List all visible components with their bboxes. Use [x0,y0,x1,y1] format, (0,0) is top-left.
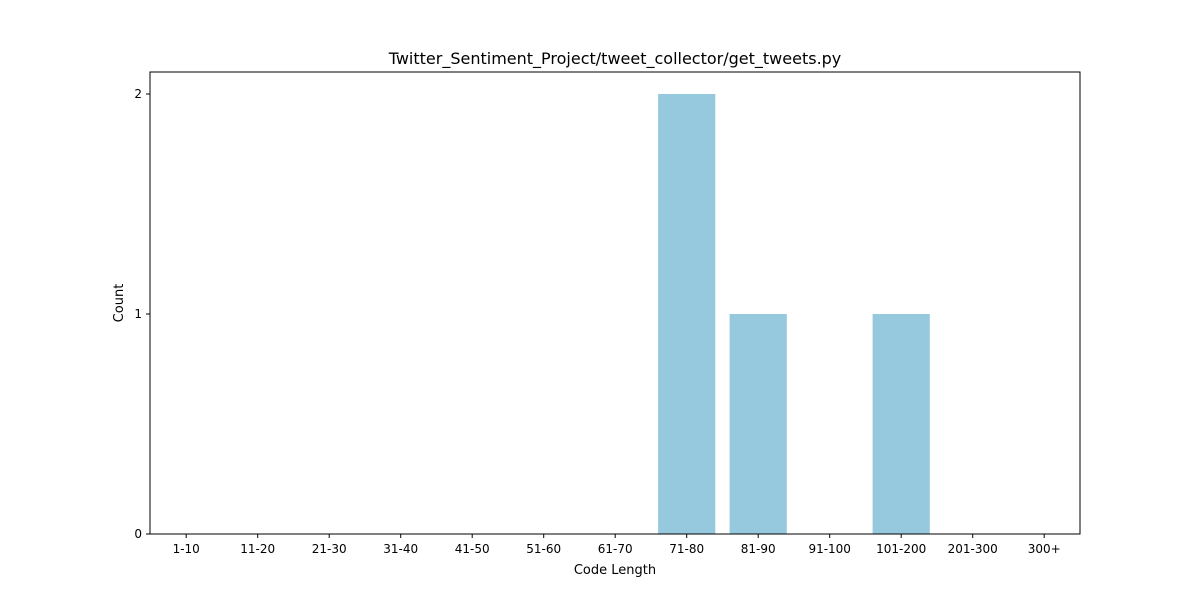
x-tick-label: 201-300 [948,542,998,556]
bar-group [658,94,930,534]
bar-101-200 [872,314,930,534]
chart-title: Twitter_Sentiment_Project/tweet_collecto… [388,49,842,69]
y-axis-label: Count [112,284,127,323]
bar-71-80 [658,94,716,534]
x-tick-label: 71-80 [669,542,704,556]
x-tick-label: 31-40 [383,542,418,556]
x-tick-label: 91-100 [808,542,851,556]
x-tick-label: 41-50 [455,542,490,556]
x-tick-label: 21-30 [312,542,347,556]
x-axis: 1-10 11-20 21-30 31-40 41-50 51-60 61-70 71-80 8… [173,534,1061,556]
y-tick-label: 1 [134,307,142,321]
bar-81-90 [729,314,787,534]
x-tick-label: 1-10 [173,542,200,556]
x-tick-label: 300+ [1028,542,1061,556]
y-tick-label: 2 [134,87,142,101]
x-tick-label: 51-60 [526,542,561,556]
x-tick-label: 81-90 [741,542,776,556]
x-tick-label: 11-20 [240,542,275,556]
x-tick-label: 61-70 [598,542,633,556]
x-axis-label: Code Length [574,563,656,578]
y-tick-label: 0 [134,527,142,541]
x-tick-label: 101-200 [876,542,926,556]
y-axis: 0 1 2 [134,87,150,541]
